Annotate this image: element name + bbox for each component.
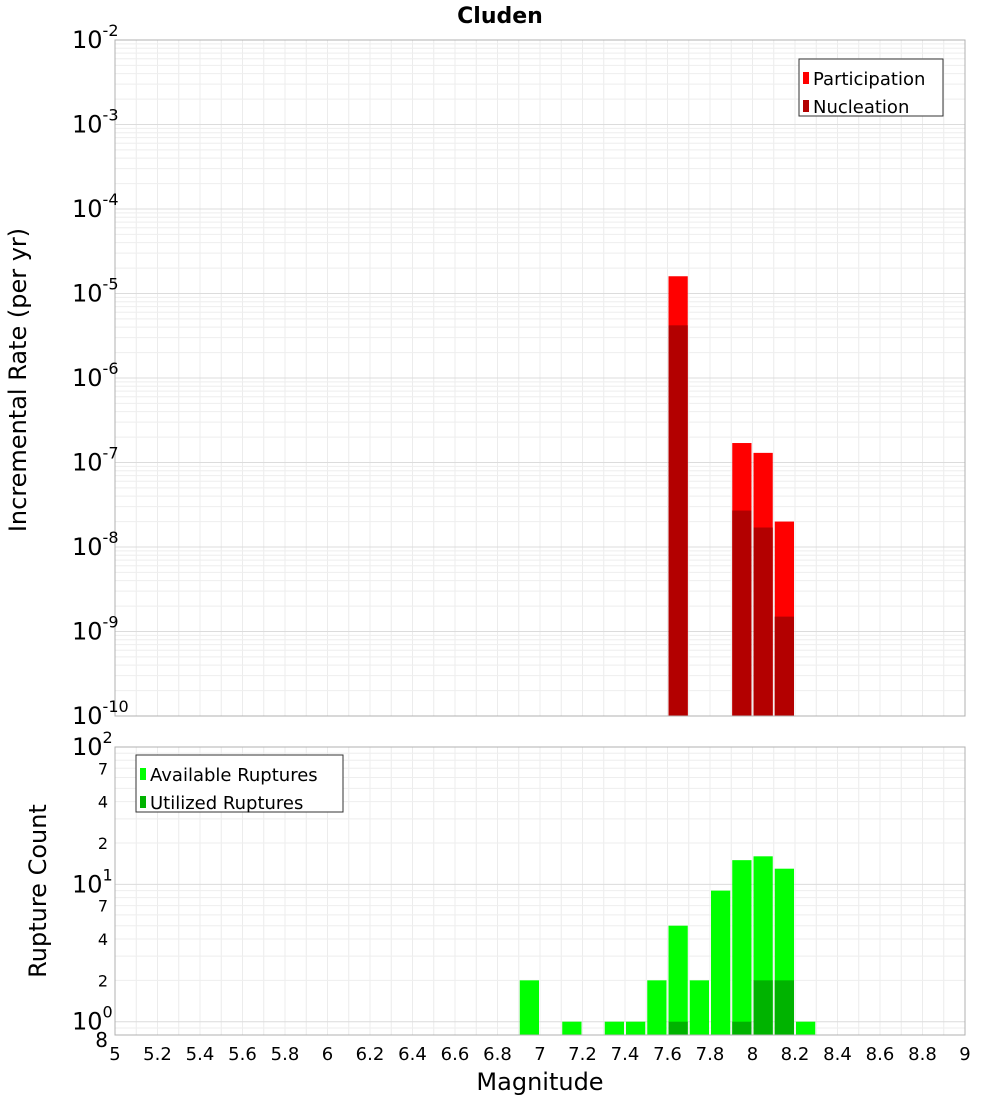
y-tick-label: 10-6 xyxy=(72,359,119,392)
bar-available-ruptures xyxy=(562,1021,582,1035)
x-tick-label: 6.4 xyxy=(398,1044,427,1065)
bottom-plot-bars xyxy=(519,856,816,1035)
bar-nucleation xyxy=(732,510,752,716)
y-tick-label: 101 xyxy=(72,865,113,898)
bar-nucleation xyxy=(668,325,688,716)
legend-box xyxy=(135,754,344,813)
legend-label: Available Ruptures xyxy=(150,765,318,786)
legend-swatch xyxy=(803,100,809,112)
x-tick-label: 8.6 xyxy=(866,1044,895,1065)
x-tick-label: 8.2 xyxy=(781,1044,810,1065)
x-tick-label: 8.8 xyxy=(908,1044,937,1065)
top-plot-grid xyxy=(115,40,965,716)
bar-nucleation xyxy=(753,527,773,716)
bar-available-ruptures xyxy=(604,1021,624,1035)
y-minor-tick-label: 8 xyxy=(95,1028,108,1052)
x-tick-label: 8 xyxy=(747,1044,758,1065)
bar-utilized-ruptures xyxy=(732,1021,752,1035)
y-tick-label: 10-9 xyxy=(72,613,119,646)
x-tick-label: 7.4 xyxy=(611,1044,640,1065)
legend-swatch xyxy=(140,768,146,780)
legend-label: Utilized Ruptures xyxy=(150,793,303,814)
x-tick-label: 8.4 xyxy=(823,1044,852,1065)
y-tick-label: 10-5 xyxy=(72,275,119,308)
x-tick-label: 6.8 xyxy=(483,1044,512,1065)
y-minor-tick-label: 4 xyxy=(98,793,108,812)
bar-available-ruptures xyxy=(796,1021,816,1035)
y-tick-label: 10-4 xyxy=(72,190,119,223)
bottom-legend: Available Ruptures Utilized Ruptures xyxy=(135,754,344,814)
y-minor-tick-label: 7 xyxy=(98,897,108,916)
y-tick-label: 10-2 xyxy=(72,21,119,54)
bar-available-ruptures xyxy=(626,1021,646,1035)
x-tick-label: 7.2 xyxy=(568,1044,597,1065)
legend-swatch xyxy=(140,796,146,808)
y-tick-label: 10-7 xyxy=(72,444,119,477)
top-y-axis-ticks: 10-10 10-9 10-8 10-7 10-6 10-5 10-4 10-3 10-2 xyxy=(72,21,129,730)
y-minor-tick-label: 7 xyxy=(98,759,108,778)
legend-label: Participation xyxy=(813,69,925,90)
bar-available-ruptures xyxy=(732,860,752,1035)
x-axis-ticks: 5 5.2 5.4 5.6 5.8 6 6.2 6.4 6.6 6.8 7 7.2 7.4 7.6 7.8 8… xyxy=(109,1044,970,1065)
bar-utilized-ruptures xyxy=(774,980,794,1035)
bar-utilized-ruptures xyxy=(668,1021,688,1035)
bar-available-ruptures xyxy=(711,890,731,1035)
top-plot-area xyxy=(114,39,966,717)
top-y-axis-label: Incremental Rate (per yr) xyxy=(4,228,32,532)
bar-available-ruptures xyxy=(689,980,709,1035)
x-tick-label: 5.4 xyxy=(186,1044,215,1065)
top-legend: Participation Nucleation xyxy=(798,58,944,118)
x-tick-label: 6.6 xyxy=(441,1044,470,1065)
x-tick-label: 7.8 xyxy=(696,1044,725,1065)
y-tick-label: 102 xyxy=(72,728,113,761)
x-tick-label: 5 xyxy=(109,1044,120,1065)
x-axis-label: Magnitude xyxy=(476,1068,603,1096)
bar-available-ruptures xyxy=(647,980,667,1035)
legend-swatch xyxy=(803,72,809,84)
bottom-y-axis-label: Rupture Count xyxy=(24,804,52,978)
y-minor-tick-label: 2 xyxy=(98,834,108,853)
y-tick-label: 10-10 xyxy=(72,697,129,730)
x-tick-label: 7 xyxy=(534,1044,545,1065)
legend-box xyxy=(798,58,944,117)
y-minor-tick-label: 2 xyxy=(98,971,108,990)
bottom-plot-area xyxy=(114,746,966,1036)
x-tick-label: 6.2 xyxy=(356,1044,385,1065)
bar-utilized-ruptures xyxy=(753,980,773,1035)
bottom-plot-grid xyxy=(115,747,965,1035)
x-tick-label: 6 xyxy=(322,1044,333,1065)
bar-nucleation xyxy=(774,616,794,716)
y-tick-label: 10-8 xyxy=(72,528,119,561)
y-minor-tick-label: 4 xyxy=(98,930,108,949)
x-tick-label: 5.6 xyxy=(228,1044,257,1065)
top-plot-bars xyxy=(668,276,794,716)
bar-available-ruptures xyxy=(668,925,688,1035)
legend-label: Nucleation xyxy=(813,97,909,118)
y-tick-label: 10-3 xyxy=(72,106,119,139)
x-tick-label: 5.8 xyxy=(271,1044,300,1065)
chart-title: Cluden xyxy=(457,4,543,29)
x-tick-label: 9 xyxy=(959,1044,970,1065)
bar-available-ruptures xyxy=(519,980,539,1035)
x-tick-label: 5.2 xyxy=(143,1044,172,1065)
x-tick-label: 7.6 xyxy=(653,1044,682,1065)
